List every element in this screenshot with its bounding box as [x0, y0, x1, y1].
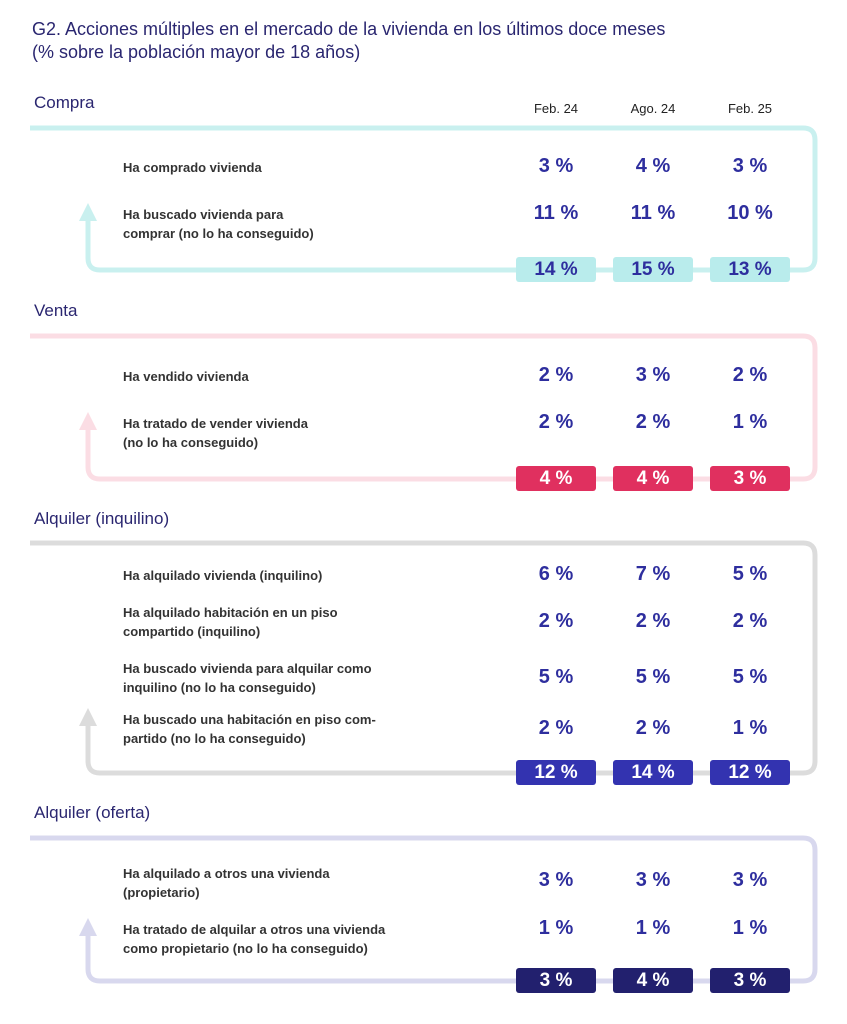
column-header-ago24: Ago. 24 — [630, 101, 676, 116]
value-cell: 1 % — [732, 717, 768, 739]
value-cell: 2 % — [635, 610, 671, 632]
row-label-line: Ha buscado una habitación en piso com- — [123, 712, 376, 727]
value-cell: 1 % — [732, 917, 768, 939]
value-cell: 10 % — [727, 202, 773, 224]
value-cell: 2 % — [732, 364, 768, 386]
total-badge: 12 % — [710, 760, 790, 785]
total-badge: 3 % — [710, 968, 790, 993]
value-cell: 2 % — [538, 610, 574, 632]
row-label-line: inquilino (no lo ha conseguido) — [123, 680, 316, 695]
row-label: Ha alquilado habitación en un piso compar… — [123, 603, 443, 641]
chart-title-line-2: (% sobre la población mayor de 18 años) — [32, 42, 361, 62]
row-label: Ha buscado vivienda para alquilar como in… — [123, 659, 443, 697]
row-label: Ha buscado vivienda para comprar (no lo h… — [123, 205, 443, 243]
chart-title-line-1: G2. Acciones múltiples en el mercado de … — [32, 19, 666, 39]
total-badge: 3 % — [516, 968, 596, 993]
value-cell: 3 % — [732, 869, 768, 891]
section-frame-alquiler-oferta — [30, 835, 818, 984]
value-cell: 2 % — [635, 717, 671, 739]
arrow-up-icon — [79, 412, 97, 430]
total-badge: 4 % — [613, 466, 693, 491]
total-badge: 14 % — [516, 257, 596, 282]
row-label: Ha comprado vivienda — [123, 160, 262, 175]
section-frame-compra — [30, 125, 818, 273]
value-cell: 2 % — [538, 717, 574, 739]
column-header-feb25: Feb. 25 — [727, 101, 773, 116]
value-cell: 2 % — [538, 411, 574, 433]
value-cell: 5 % — [732, 666, 768, 688]
row-label-line: Ha tratado de vender vivienda — [123, 416, 308, 431]
value-cell: 5 % — [732, 563, 768, 585]
value-cell: 1 % — [732, 411, 768, 433]
section-frame-alquiler-inquilino — [30, 540, 818, 776]
section-title-compra: Compra — [34, 93, 95, 112]
row-label-line: (propietario) — [123, 885, 200, 900]
section-title-alquiler-inquilino: Alquiler (inquilino) — [34, 509, 170, 528]
row-label: Ha vendido vivienda — [123, 369, 249, 384]
value-cell: 1 % — [538, 917, 574, 939]
row-label-line: como propietario (no lo ha conseguido) — [123, 941, 368, 956]
row-label-line: (no lo ha conseguido) — [123, 435, 259, 450]
total-badge: 15 % — [613, 257, 693, 282]
value-cell: 11 % — [533, 202, 579, 224]
arrow-up-icon — [79, 918, 97, 936]
value-cell: 2 % — [635, 411, 671, 433]
section-title-venta: Venta — [34, 301, 78, 320]
value-cell: 2 % — [732, 610, 768, 632]
value-cell: 6 % — [538, 563, 574, 585]
row-label: Ha alquilado a otros una vivienda (propie… — [123, 864, 443, 902]
arrow-up-icon — [79, 708, 97, 726]
row-label-line: comprar (no lo ha conseguido) — [123, 226, 314, 241]
value-cell: 1 % — [635, 917, 671, 939]
row-label: Ha buscado una habitación en piso com-pa… — [123, 710, 443, 748]
row-label-line: Ha alquilado a otros una vivienda — [123, 866, 330, 881]
row-label: Ha tratado de vender vivienda (no lo ha c… — [123, 414, 443, 452]
row-label-line: Ha buscado vivienda para — [123, 207, 284, 222]
value-cell: 3 % — [635, 869, 671, 891]
row-label: Ha alquilado vivienda (inquilino) — [123, 568, 323, 583]
row-label-line: compartido (inquilino) — [123, 624, 261, 639]
total-badge: 13 % — [710, 257, 790, 282]
total-badge: 3 % — [710, 466, 790, 491]
arrow-up-icon — [79, 203, 97, 221]
row-label-line: Ha buscado vivienda para alquilar como — [123, 661, 372, 676]
row-label: Ha tratado de alquilar a otros una vivie… — [123, 920, 443, 958]
total-badge: 14 % — [613, 760, 693, 785]
row-label-line: Ha alquilado habitación en un piso — [123, 605, 338, 620]
value-cell: 11 % — [630, 202, 676, 224]
total-badge: 4 % — [516, 466, 596, 491]
row-label-line: Ha tratado de alquilar a otros una vivie… — [123, 922, 386, 937]
value-cell: 3 % — [538, 155, 574, 177]
section-title-alquiler-oferta: Alquiler (oferta) — [34, 803, 151, 822]
value-cell: 3 % — [732, 155, 768, 177]
value-cell: 7 % — [635, 563, 671, 585]
total-badge: 12 % — [516, 760, 596, 785]
chart-title: G2. Acciones múltiples en el mercado de … — [32, 18, 665, 64]
value-cell: 5 % — [635, 666, 671, 688]
value-cell: 2 % — [538, 364, 574, 386]
section-frame-venta — [30, 333, 818, 482]
value-cell: 5 % — [538, 666, 574, 688]
value-cell: 4 % — [635, 155, 671, 177]
total-badge: 4 % — [613, 968, 693, 993]
value-cell: 3 % — [538, 869, 574, 891]
row-label-line: partido (no lo ha conseguido) — [123, 731, 306, 746]
value-cell: 3 % — [635, 364, 671, 386]
column-header-feb24: Feb. 24 — [533, 101, 579, 116]
